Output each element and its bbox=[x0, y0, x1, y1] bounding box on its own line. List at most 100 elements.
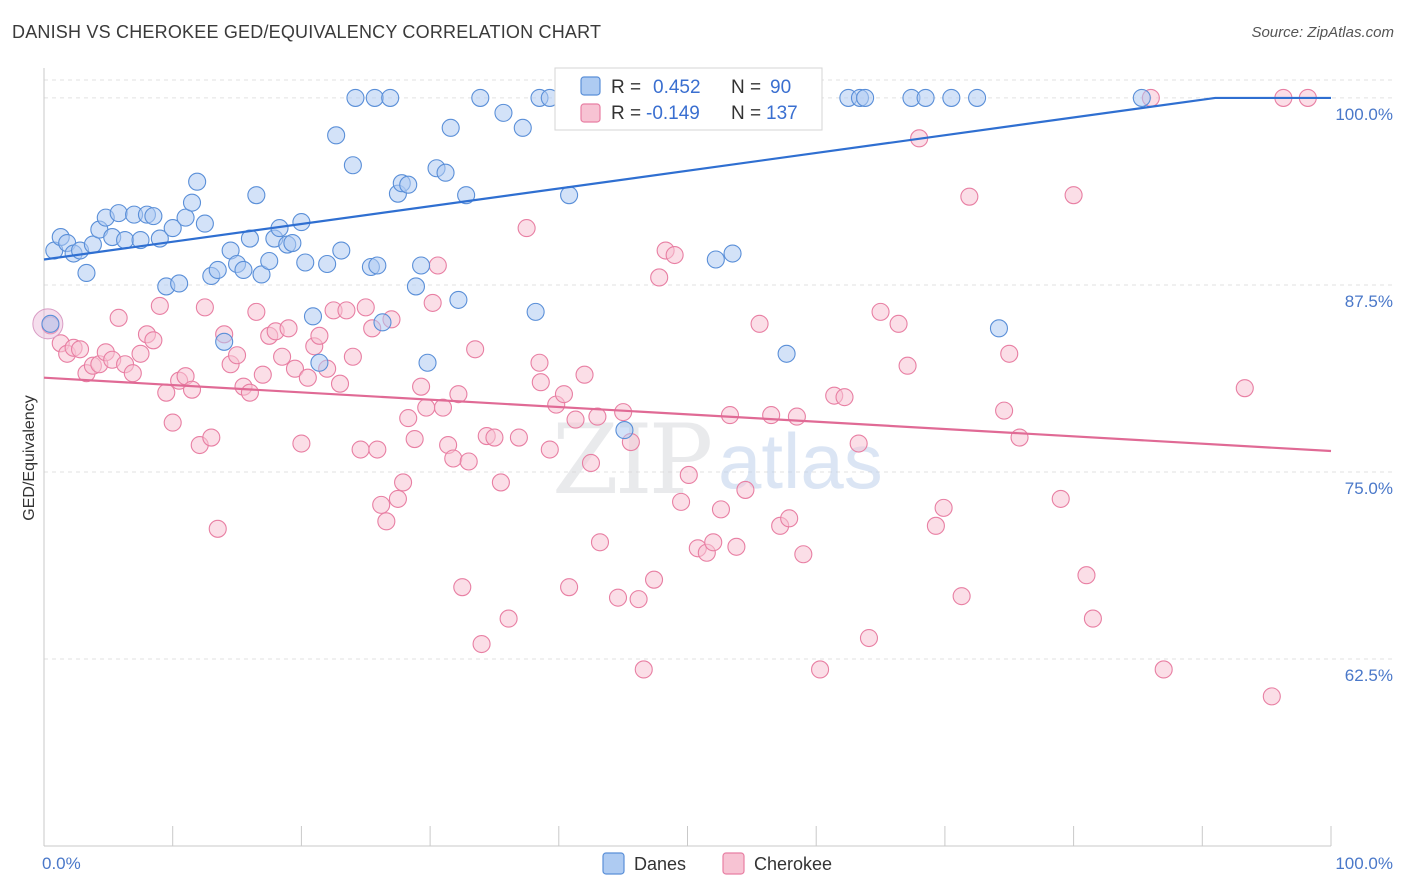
cherokee-point bbox=[629, 590, 648, 609]
cherokee-point bbox=[650, 268, 669, 287]
danes-point bbox=[916, 88, 935, 107]
cherokee-point bbox=[459, 452, 478, 471]
cherokee-point bbox=[394, 473, 413, 492]
cherokee-point bbox=[449, 385, 468, 404]
cherokee-point bbox=[1051, 489, 1070, 508]
danes-point bbox=[856, 88, 875, 107]
x-tick-label-min: 0.0% bbox=[42, 854, 81, 873]
cherokee-point bbox=[399, 409, 418, 428]
cherokee-point bbox=[575, 365, 594, 384]
cherokee-point bbox=[952, 587, 971, 606]
danes-point bbox=[327, 126, 346, 145]
danes-point bbox=[526, 302, 545, 321]
danes-point bbox=[109, 204, 128, 223]
cherokee-point bbox=[926, 516, 945, 535]
cherokee-point bbox=[934, 498, 953, 517]
legend-r-label: R = bbox=[611, 77, 641, 98]
danes-point bbox=[449, 290, 468, 309]
legend-swatch-danes bbox=[580, 76, 601, 96]
cherokee-point bbox=[351, 440, 370, 459]
cherokee-point bbox=[1083, 609, 1102, 628]
cherokee-point bbox=[298, 368, 317, 387]
cherokee-point bbox=[849, 434, 868, 453]
cherokee-point bbox=[762, 406, 781, 425]
danes-point bbox=[343, 156, 362, 175]
cherokee-point bbox=[1064, 186, 1083, 205]
danes-trendline bbox=[43, 96, 1331, 261]
cherokee-point bbox=[405, 429, 424, 449]
danes-point bbox=[195, 214, 214, 233]
danes-point bbox=[457, 186, 476, 205]
danes-point bbox=[1132, 88, 1151, 107]
danes-point bbox=[215, 332, 234, 351]
danes-point bbox=[513, 118, 532, 137]
cherokee-point bbox=[634, 660, 653, 679]
danes-point bbox=[560, 186, 579, 205]
cherokee-point bbox=[672, 492, 691, 511]
cherokee-point bbox=[285, 359, 305, 378]
cherokee-point bbox=[780, 509, 799, 528]
cherokee-point bbox=[433, 398, 453, 417]
cherokee-points bbox=[32, 88, 1317, 706]
danes-point bbox=[176, 208, 195, 227]
danes-point bbox=[234, 260, 253, 280]
cherokee-point bbox=[377, 512, 396, 531]
legend-n-value: 90 bbox=[770, 77, 791, 98]
danes-point bbox=[471, 88, 490, 107]
cherokee-point bbox=[292, 434, 311, 453]
cherokee-point bbox=[554, 385, 573, 404]
danes-point bbox=[368, 256, 387, 275]
cherokee-point bbox=[736, 480, 755, 499]
legend-r-label: R = bbox=[611, 103, 641, 124]
chart-source: Source: ZipAtlas.com bbox=[1251, 24, 1394, 41]
cherokee-point bbox=[240, 383, 259, 402]
cherokee-point bbox=[144, 331, 163, 350]
danes-point bbox=[163, 219, 182, 238]
cherokee-point bbox=[453, 578, 472, 597]
cherokee-point bbox=[157, 383, 176, 402]
danes-point bbox=[418, 353, 437, 372]
danes-point bbox=[296, 253, 315, 272]
cherokee-point bbox=[428, 256, 447, 275]
cherokee-point bbox=[228, 346, 247, 365]
cherokee-point bbox=[330, 374, 350, 393]
cherokee-point bbox=[509, 428, 528, 447]
y-tick-label: 62.5% bbox=[1345, 666, 1393, 685]
legend-swatch-cherokee bbox=[580, 103, 601, 123]
cherokee-point bbox=[560, 578, 579, 597]
danes-point bbox=[706, 250, 725, 269]
y-tick-label: 100.0% bbox=[1335, 105, 1393, 124]
cherokee-point bbox=[368, 440, 387, 459]
cherokee-point bbox=[163, 413, 182, 432]
y-tick-label: 87.5% bbox=[1345, 292, 1393, 311]
danes-point bbox=[131, 231, 150, 250]
cherokee-point bbox=[835, 388, 854, 407]
danes-point bbox=[494, 103, 513, 122]
danes-point bbox=[170, 274, 189, 293]
y-tick-label: 75.0% bbox=[1345, 479, 1393, 498]
danes-point bbox=[968, 88, 987, 107]
cherokee-point bbox=[1077, 566, 1096, 585]
cherokee-point bbox=[499, 609, 518, 628]
cherokee-point bbox=[1154, 660, 1173, 679]
danes-point bbox=[373, 313, 392, 332]
cherokee-point bbox=[388, 489, 407, 508]
cherokee-point bbox=[472, 634, 491, 654]
y-axis-title: GED/Equivalency bbox=[21, 395, 38, 520]
cherokee-point bbox=[960, 187, 979, 206]
cherokee-point bbox=[1235, 379, 1254, 398]
cherokee-point bbox=[1010, 428, 1029, 447]
danes-point bbox=[777, 344, 796, 363]
danes-point bbox=[406, 277, 425, 296]
cherokee-point bbox=[247, 302, 266, 321]
legend-box: R = 0.452 N = 90 R = -0.149 N = 137 bbox=[554, 67, 823, 131]
cherokee-point bbox=[195, 298, 214, 317]
danes-point bbox=[381, 88, 400, 107]
danes-point bbox=[260, 251, 279, 271]
cherokee-point bbox=[412, 377, 431, 396]
danes-point bbox=[283, 234, 302, 253]
cherokee-point bbox=[581, 453, 601, 473]
cherokee-point bbox=[644, 570, 664, 589]
cherokee-point bbox=[787, 407, 806, 426]
cherokee-point bbox=[679, 465, 698, 485]
